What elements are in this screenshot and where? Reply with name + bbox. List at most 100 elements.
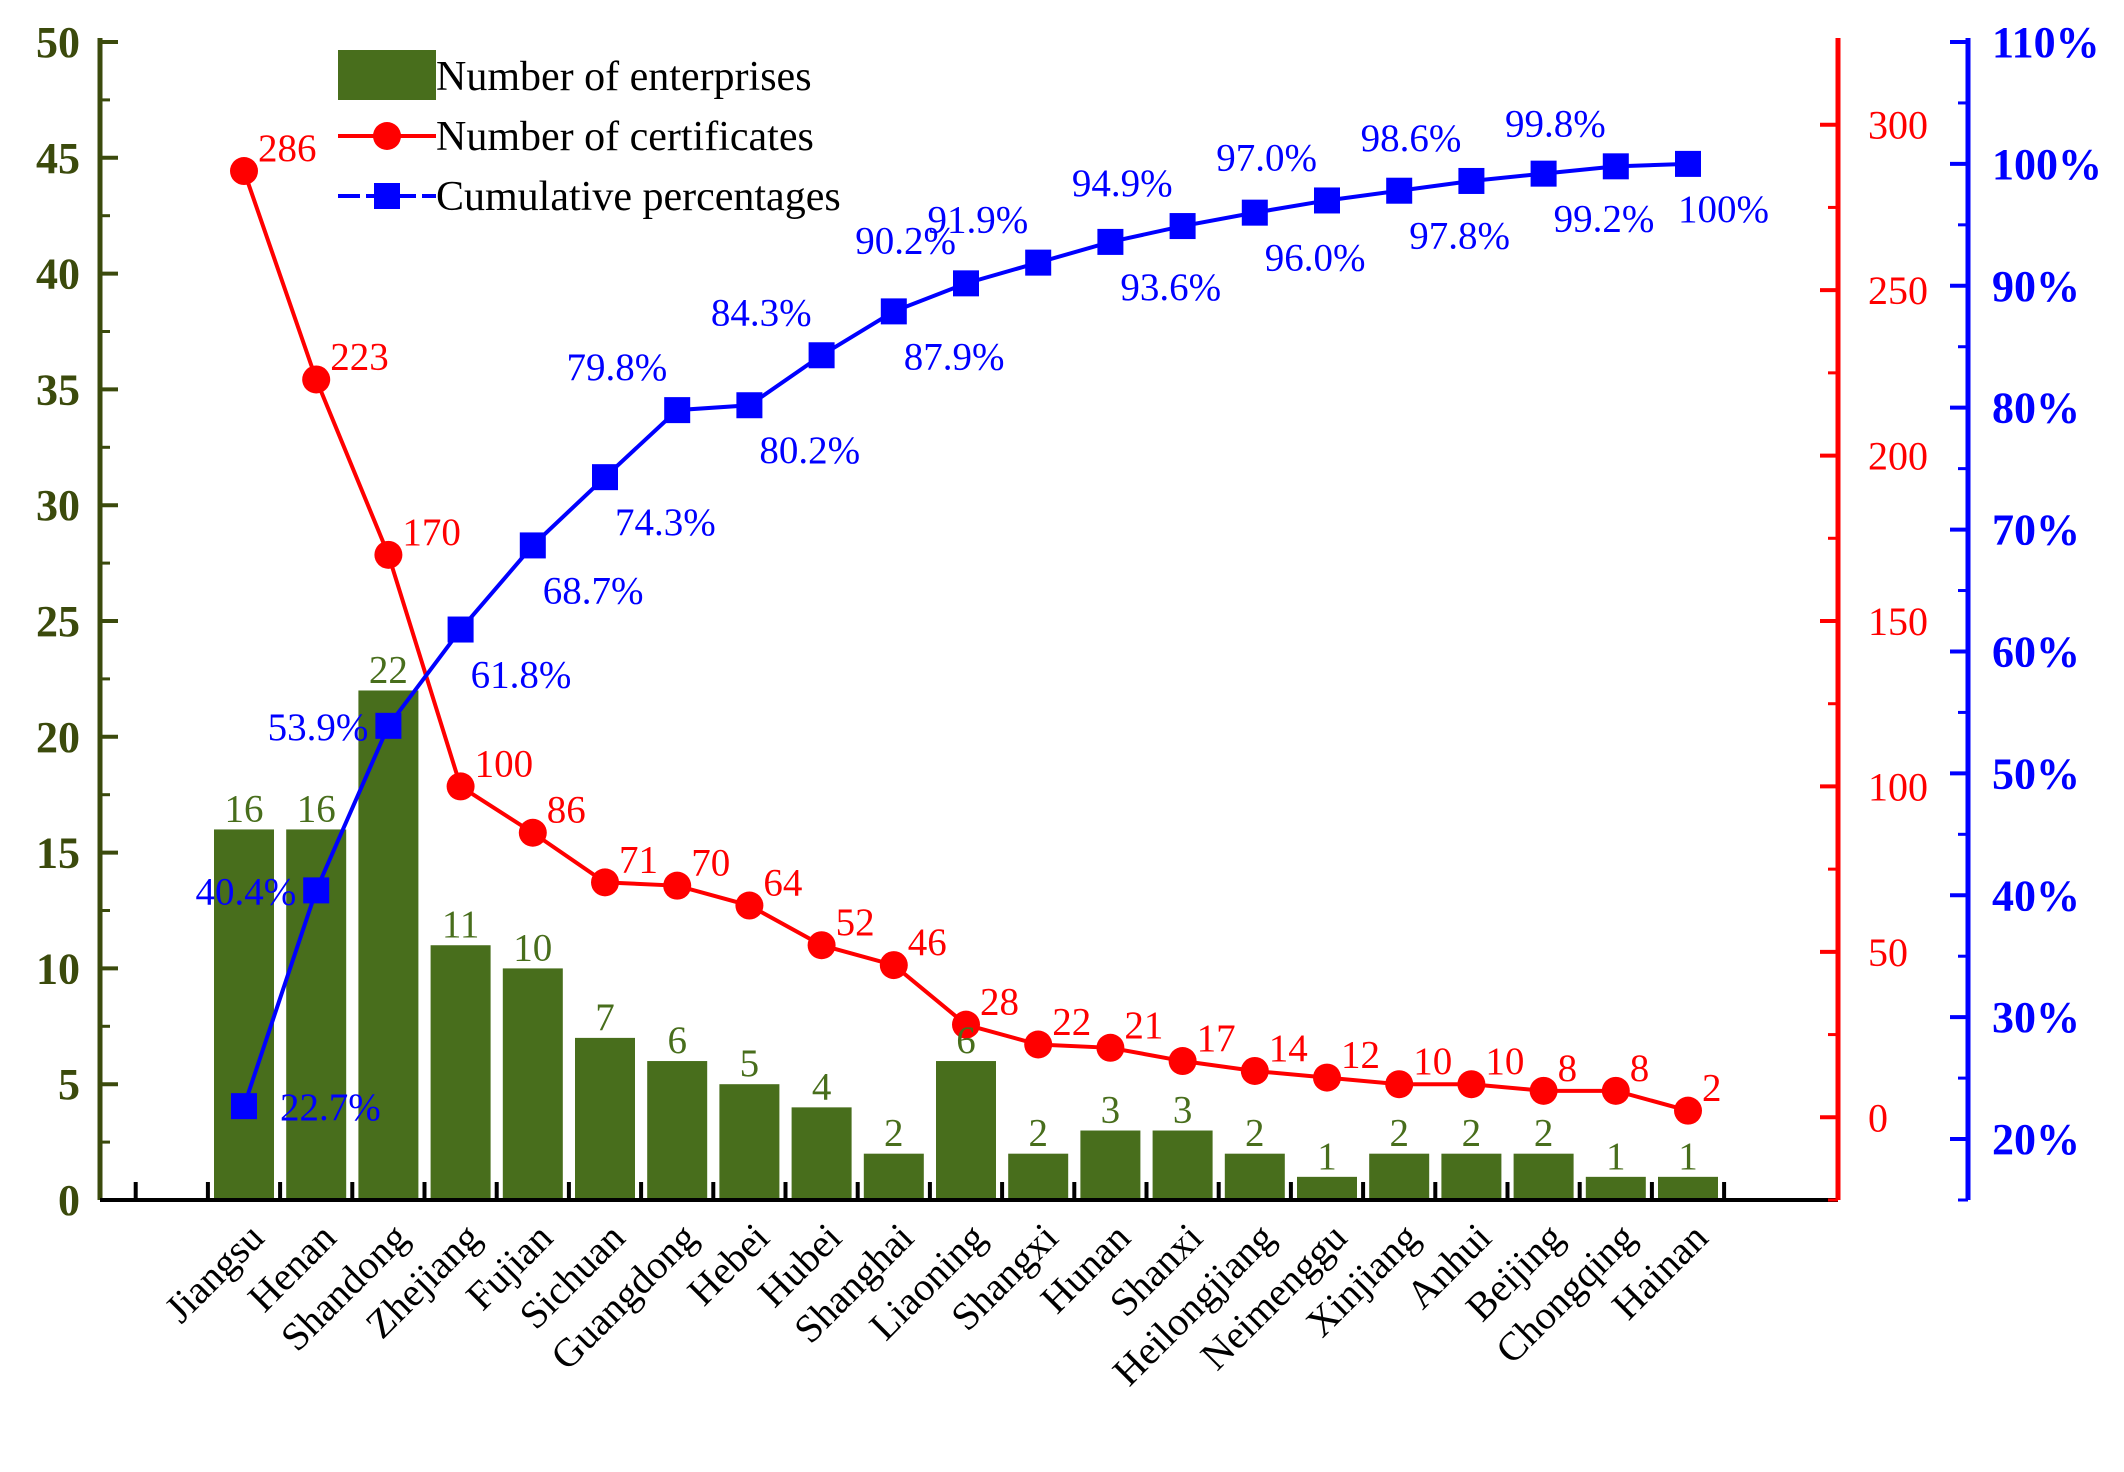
certificates-value-label: 17 — [1197, 1017, 1236, 1060]
cumulative-axis-tick-label: 20% — [1992, 1115, 2080, 1164]
axes: 0510152025303540455005010015020025030020… — [36, 18, 2102, 1225]
cumulative-point — [1530, 160, 1557, 187]
enterprise-bar — [430, 945, 491, 1200]
cumulative-point — [736, 392, 763, 419]
cumulative-value-label: 97.8% — [1409, 215, 1510, 258]
left-axis-tick-label: 5 — [58, 1060, 80, 1109]
certificates-point — [663, 871, 692, 900]
certificates-value-label: 21 — [1124, 1004, 1163, 1047]
enterprise-value-label: 6 — [956, 1019, 976, 1062]
certificates-value-label: 2 — [1702, 1067, 1722, 1110]
cumulative-value-label: 87.9% — [904, 335, 1005, 378]
cumulative-axis-tick-label: 50% — [1992, 749, 2080, 798]
legend-label-cumulative: Cumulative percentages — [436, 174, 841, 220]
cumulative-point — [519, 532, 546, 559]
enterprise-bar — [1585, 1176, 1646, 1200]
left-axis-tick-label: 40 — [36, 250, 80, 299]
legend-label-certificates: Number of certificates — [436, 114, 814, 160]
certificates-point — [1385, 1070, 1414, 1099]
legend-swatch-enterprises — [338, 50, 436, 100]
cumulative-value-label: 90.2% — [855, 219, 956, 262]
cumulative-point — [1241, 199, 1268, 226]
cumulative-value-label: 100% — [1678, 188, 1769, 231]
enterprise-bar — [575, 1037, 635, 1200]
cumulative-axis-tick-label: 60% — [1992, 627, 2080, 676]
certificates-point — [807, 931, 836, 960]
cumulative-axis-tick-label: 100% — [1992, 140, 2102, 189]
certificates-axis-tick-label: 50 — [1868, 930, 1908, 975]
enterprise-bar — [719, 1084, 780, 1200]
left-axis-tick-label: 0 — [58, 1176, 80, 1225]
enterprise-value-label: 16 — [225, 787, 264, 830]
cumulative-value-label: 68.7% — [543, 569, 644, 612]
enterprise-value-label: 3 — [1101, 1089, 1121, 1132]
legend: Number of enterprises Number of certifica… — [338, 50, 841, 220]
cumulative-point — [231, 1093, 257, 1120]
certificates-value-label: 12 — [1341, 1034, 1380, 1077]
cumulative-point — [592, 464, 618, 491]
cumulative-point — [880, 298, 907, 325]
enterprise-value-label: 10 — [513, 926, 552, 969]
enterprise-bar — [1297, 1176, 1357, 1200]
cumulative-point — [1025, 249, 1052, 276]
enterprise-bar — [1080, 1130, 1141, 1200]
cumulative-value-label: 91.9% — [927, 199, 1028, 242]
cumulative-point — [1458, 167, 1485, 194]
certificates-axis-tick-label: 100 — [1868, 764, 1928, 809]
certificates-point — [1024, 1030, 1053, 1059]
enterprise-value-label: 16 — [297, 787, 336, 830]
enterprise-value-label: 3 — [1173, 1089, 1193, 1132]
enterprise-value-label: 2 — [1028, 1112, 1048, 1155]
cumulative-axis-tick-label: 30% — [1992, 993, 2080, 1042]
cumulative-point — [375, 712, 402, 739]
enterprise-bars — [214, 690, 1718, 1200]
certificates-point — [1601, 1076, 1630, 1105]
category-labels: JiangsuHenanShandongZhejiangFujianSichua… — [156, 1215, 1717, 1395]
certificates-point — [302, 365, 331, 394]
left-axis-tick-label: 50 — [36, 18, 80, 67]
certificates-axis-tick-label: 300 — [1868, 103, 1928, 148]
cumulative-point — [808, 342, 835, 369]
cumulative-point — [953, 270, 979, 297]
cumulative-point — [1314, 187, 1340, 214]
certificates-value-label: 170 — [402, 511, 461, 554]
certificates-value-label: 86 — [547, 789, 586, 832]
cumulative-value-label: 98.6% — [1361, 117, 1462, 160]
enterprise-bar — [214, 829, 274, 1200]
certificates-point — [1457, 1070, 1486, 1099]
certificates-point — [518, 818, 547, 847]
cumulative-point — [1675, 150, 1701, 177]
cumulative-value-label: 61.8% — [471, 654, 572, 697]
certificates-value-label: 64 — [763, 862, 802, 905]
cumulative-value-label: 79.8% — [566, 346, 667, 389]
certificates-value-label: 10 — [1413, 1040, 1452, 1083]
certificates-value-label: 10 — [1485, 1040, 1524, 1083]
cumulative-axis-tick-label: 70% — [1992, 506, 2080, 555]
cumulative-axis-tick-label: 110% — [1992, 18, 2100, 67]
cumulative-point — [447, 616, 474, 643]
cumulative-point — [664, 397, 691, 424]
cumulative-value-label: 74.3% — [615, 501, 716, 544]
certificates-value-label: 286 — [258, 127, 317, 170]
enterprise-value-label: 2 — [1245, 1112, 1265, 1155]
enterprise-bar — [1008, 1153, 1069, 1200]
left-axis-tick-label: 20 — [36, 713, 80, 762]
certificates-value-label: 8 — [1630, 1047, 1650, 1090]
enterprise-value-label: 5 — [740, 1042, 760, 1085]
certificates-point — [735, 891, 764, 920]
certificates-value-label: 100 — [475, 742, 533, 785]
enterprise-value-label: 1 — [1606, 1135, 1626, 1178]
enterprise-bar — [502, 968, 563, 1200]
cumulative-axis-tick-label: 40% — [1992, 871, 2080, 920]
left-axis-tick-label: 30 — [36, 481, 80, 530]
certificates-point — [952, 1010, 980, 1039]
cumulative-value-label: 99.2% — [1554, 198, 1655, 241]
enterprise-bar — [1441, 1153, 1502, 1200]
enterprise-value-label: 2 — [1462, 1112, 1482, 1155]
enterprise-value-label: 7 — [595, 996, 615, 1039]
certificates-value-label: 8 — [1558, 1047, 1578, 1090]
enterprise-value-label: 2 — [884, 1112, 904, 1155]
cumulative-value-label: 40.4% — [195, 870, 296, 913]
